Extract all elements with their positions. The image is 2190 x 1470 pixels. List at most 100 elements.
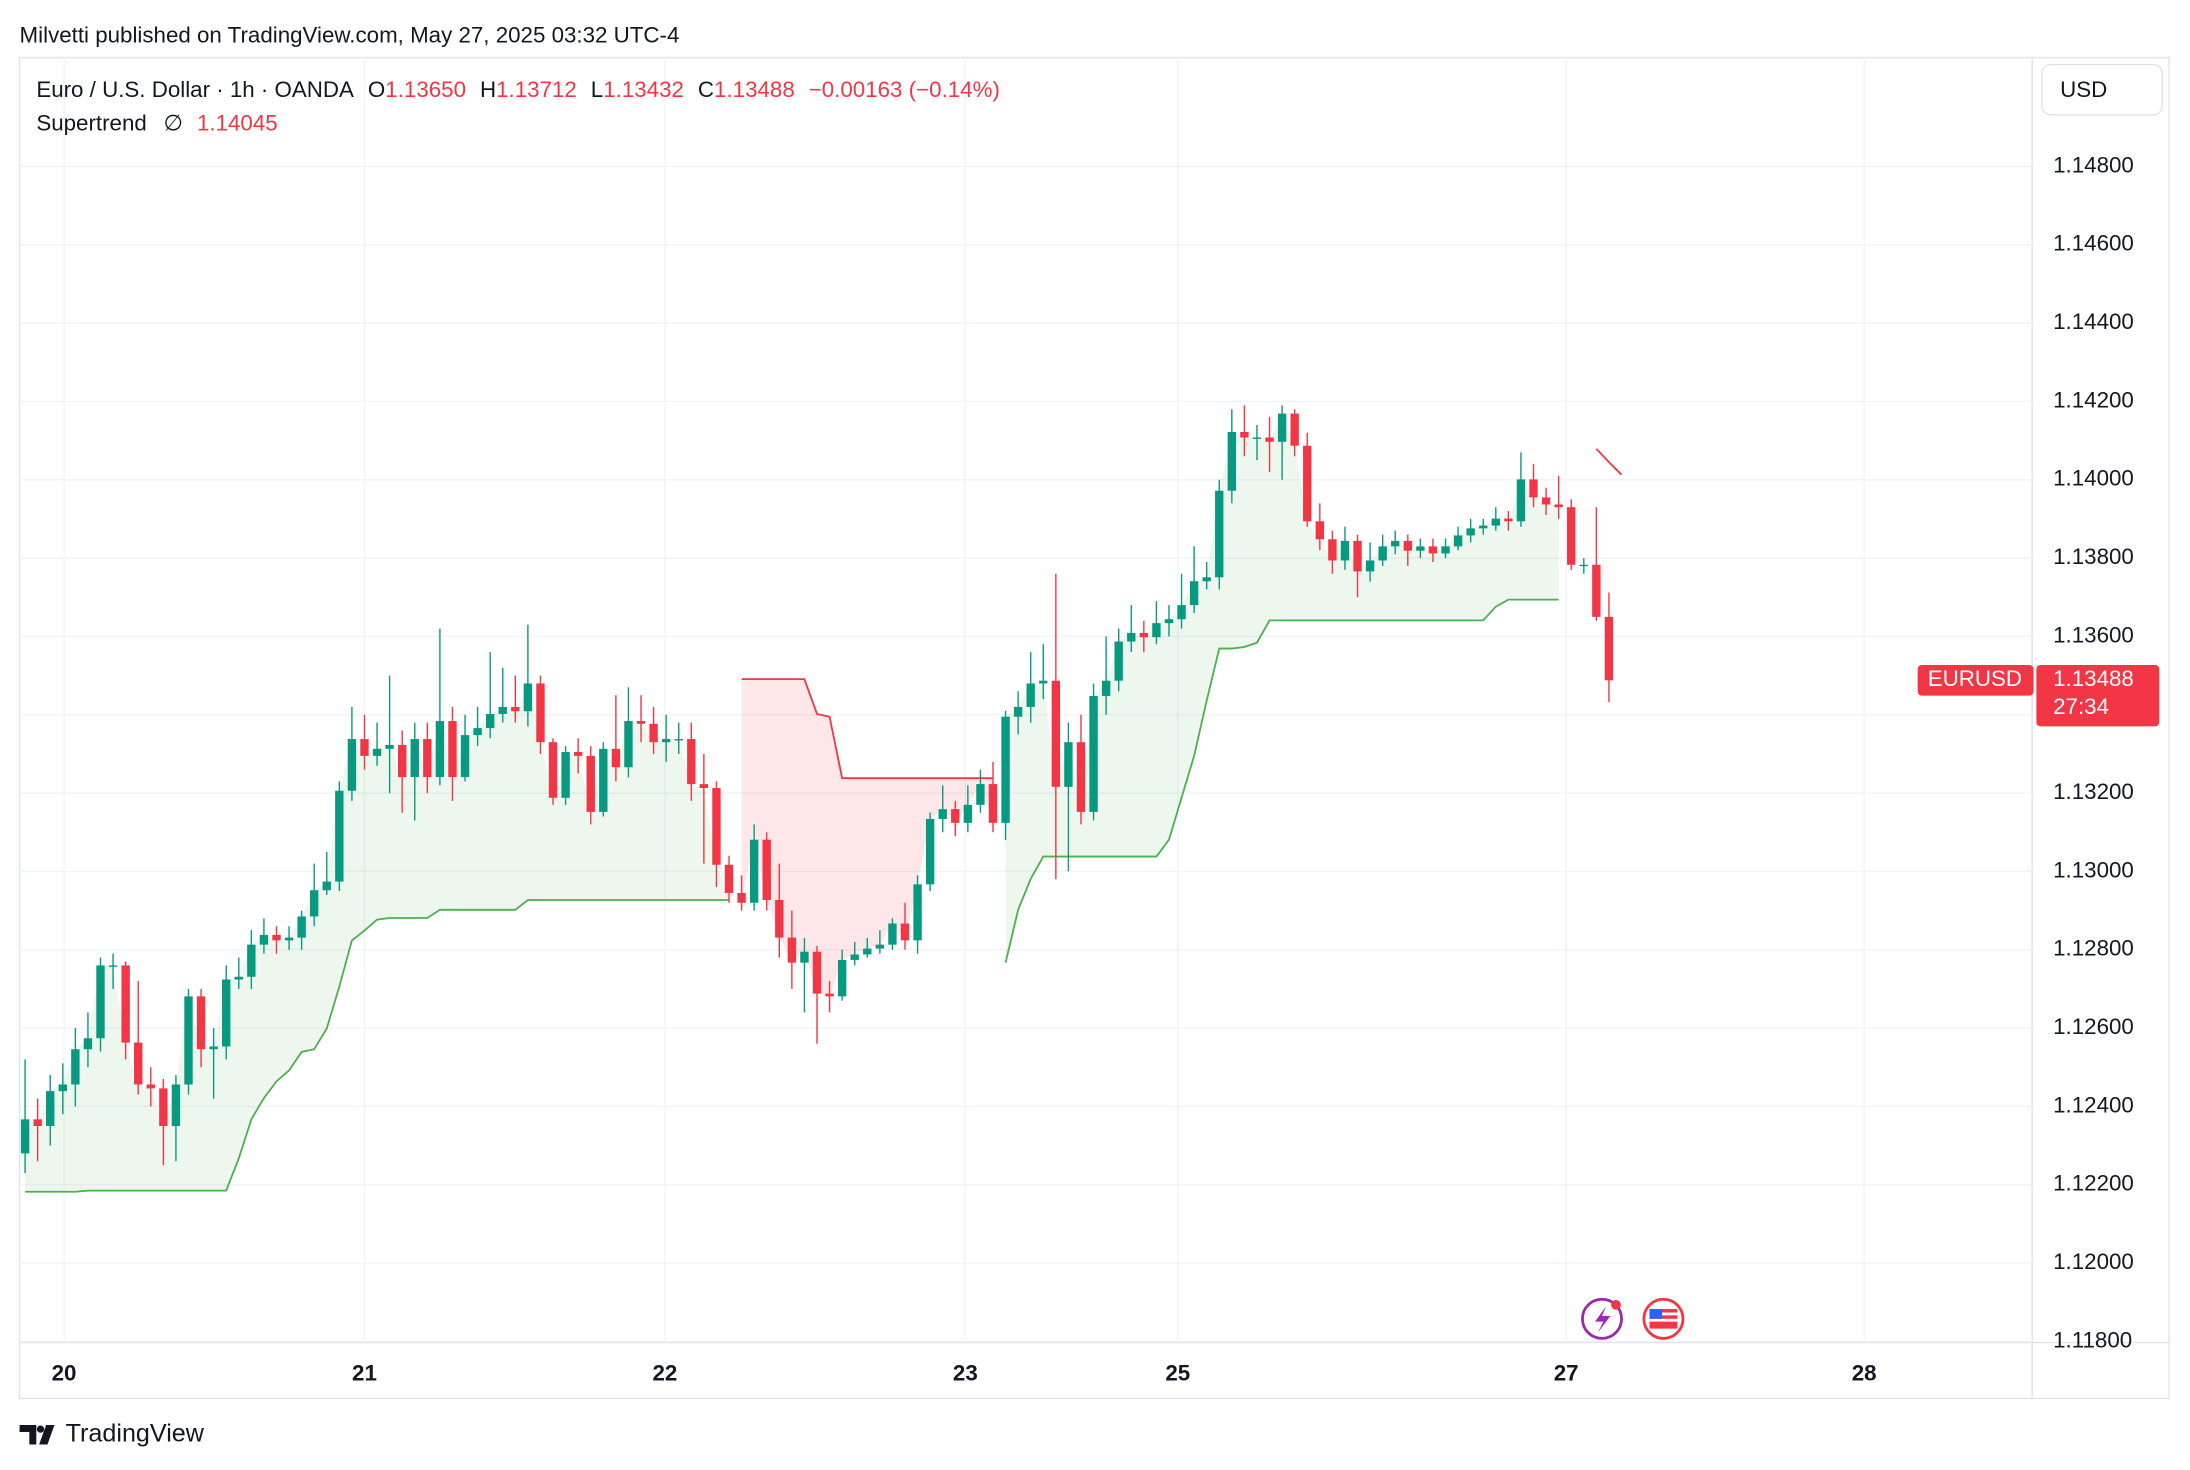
ohlc-value: 1.13712 (496, 77, 577, 102)
ticker: EURUSD (1928, 666, 2022, 691)
candle-body (20, 1119, 30, 1154)
candle-body (661, 739, 671, 743)
y-tick-label: 1.14000 (2053, 466, 2134, 491)
candle-body (800, 951, 809, 963)
x-tick-label: 20 (52, 1361, 77, 1386)
candle-body (222, 979, 231, 1047)
supertrend-line (1595, 448, 1623, 476)
candle-body (460, 735, 470, 778)
supertrend-line (25, 899, 730, 1193)
candle-body (1604, 616, 1614, 681)
x-tick-label: 28 (1852, 1361, 1877, 1386)
candle-body (1391, 540, 1400, 547)
candle-body (372, 748, 382, 756)
candle-body (297, 916, 306, 938)
currency[interactable]: USD (2060, 77, 2107, 102)
x-tick-label: 23 (953, 1361, 978, 1386)
candle-body (485, 713, 495, 729)
symbol: Euro / U.S. Dollar · 1h · OANDA (36, 77, 354, 102)
candle-body (83, 1038, 93, 1050)
candle-body (988, 784, 998, 823)
candle-body (58, 1084, 67, 1092)
candle-body (1240, 432, 1249, 438)
fills (25, 413, 1622, 1192)
y-tick-label: 1.11800 (2053, 1327, 2132, 1352)
candle-body (121, 965, 130, 1043)
candle-body (1303, 445, 1312, 522)
candle-body (636, 721, 646, 724)
candle-body (1516, 479, 1526, 522)
candle-body (888, 923, 897, 945)
candle-body (1353, 540, 1362, 572)
candle-body (573, 751, 583, 756)
legend: Euro / U.S. Dollar · 1h · OANDA O1.13650 H… (36, 77, 1000, 102)
candle-body (1529, 479, 1538, 498)
currency-button[interactable] (2041, 63, 2163, 116)
flag-stripe (1649, 1312, 1678, 1316)
candle-body (561, 751, 570, 798)
x-tick-label: 21 (352, 1361, 377, 1386)
brand-logo (19, 1424, 55, 1445)
candle-body (347, 739, 357, 791)
y-tick-label: 1.13000 (2053, 857, 2134, 882)
candle-body (523, 683, 533, 712)
candle-body (360, 739, 369, 756)
ohlc-value: 1.13488 (714, 77, 795, 102)
candle-body (71, 1049, 80, 1085)
candle-body (398, 744, 407, 778)
candle-body (1101, 680, 1111, 696)
candle-body (1252, 437, 1262, 439)
candle-body (649, 723, 658, 743)
flag-stripe (1649, 1318, 1678, 1322)
flag-canton (1649, 1309, 1663, 1319)
trend-fill (741, 679, 993, 997)
candle-body (976, 784, 985, 805)
candle-body (1039, 680, 1048, 684)
candle-body (1365, 560, 1375, 572)
candle-body (310, 890, 319, 917)
ticker-tag (1917, 664, 2034, 696)
candle-body (385, 744, 394, 749)
candle-body (1466, 528, 1475, 536)
candle-body (1479, 525, 1488, 529)
candle-body (134, 1042, 143, 1085)
candle-body (624, 721, 633, 768)
trend-fill (1005, 413, 1559, 963)
candle-body (1164, 619, 1174, 624)
candle-body (1215, 490, 1224, 578)
candle-body (435, 721, 445, 778)
candle-body (1403, 540, 1413, 551)
y-tick-label: 1.12800 (2053, 936, 2134, 961)
candle-body (687, 739, 696, 785)
candle-body (762, 839, 771, 901)
candle-body (1152, 623, 1161, 638)
y-tick-label: 1.14200 (2053, 387, 2134, 412)
x-tick-label: 22 (652, 1361, 677, 1386)
candle-body (184, 996, 193, 1085)
candle-body (1541, 497, 1551, 505)
supertrend-line (1004, 598, 1559, 963)
candle-body (46, 1091, 55, 1126)
candle-body (473, 728, 482, 736)
candle-body (1491, 518, 1500, 526)
ohlc-key: O (368, 77, 385, 102)
y-tick-label: 1.13600 (2053, 622, 2134, 647)
candle-body (259, 934, 269, 945)
candle-body (1227, 432, 1237, 491)
ohlc-key: H (480, 77, 496, 102)
marks (20, 405, 1623, 1193)
candle-body (196, 996, 206, 1050)
ohlc-value: 1.13432 (603, 77, 684, 102)
candle-body (1089, 695, 1098, 812)
grid (19, 57, 2033, 1343)
y-tick-label: 1.12000 (2053, 1249, 2134, 1274)
x-tick-label: 27 (1554, 1361, 1579, 1386)
candle-body (1328, 539, 1337, 561)
candle-body (938, 809, 947, 819)
candle-body (1579, 564, 1588, 567)
candle-body (247, 944, 256, 977)
candle-body (699, 784, 709, 789)
candle-body (812, 951, 822, 994)
candle-body (272, 934, 281, 941)
candle-body (1378, 546, 1387, 561)
